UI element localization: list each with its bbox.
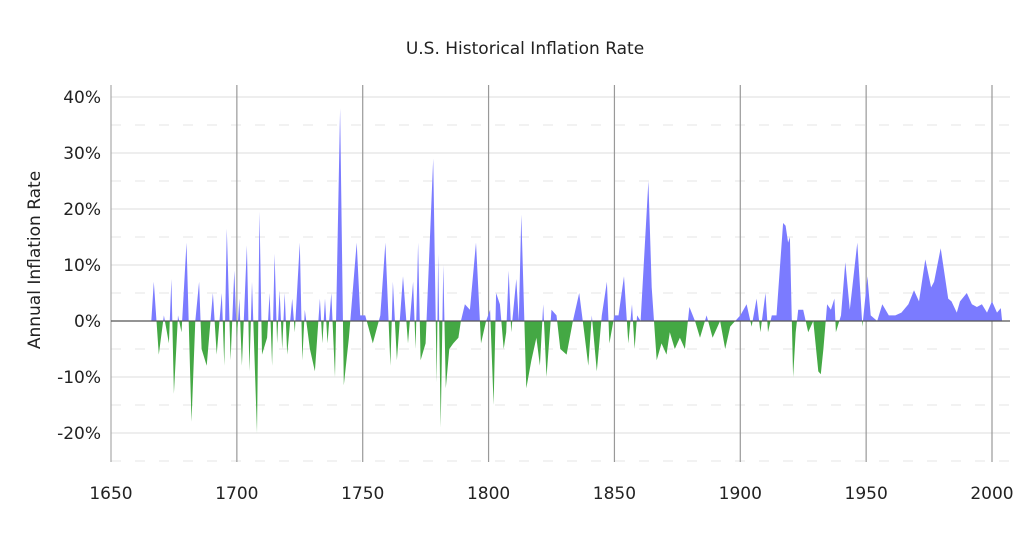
y-tick-label: -20%	[57, 424, 101, 444]
tick-labels: 1650 1700 1750 1800 1850 1900 1950 2000 -20% -10%…	[57, 88, 1014, 504]
y-axis-label: Annual Inflation Rate	[25, 171, 45, 349]
x-tick-label: 2000	[970, 484, 1013, 504]
data-area	[111, 108, 1010, 433]
y-tick-label: -10%	[57, 368, 101, 388]
x-tick-label: 1850	[593, 484, 636, 504]
x-tick-label: 1750	[341, 484, 384, 504]
x-tick-label: 1700	[215, 484, 258, 504]
x-tick-label: 1900	[719, 484, 762, 504]
x-tick-label: 1800	[467, 484, 510, 504]
negative-inflation-area	[151, 321, 1003, 433]
y-tick-label: 30%	[63, 144, 101, 164]
y-tick-label: 10%	[63, 256, 101, 276]
y-tick-label: 40%	[63, 88, 101, 108]
x-tick-label: 1950	[845, 484, 888, 504]
positive-inflation-area	[151, 108, 1003, 321]
y-tick-label: 0%	[74, 312, 101, 332]
y-tick-label: 20%	[63, 200, 101, 220]
x-tick-label: 1650	[89, 484, 132, 504]
chart-title: U.S. Historical Inflation Rate	[406, 39, 644, 59]
